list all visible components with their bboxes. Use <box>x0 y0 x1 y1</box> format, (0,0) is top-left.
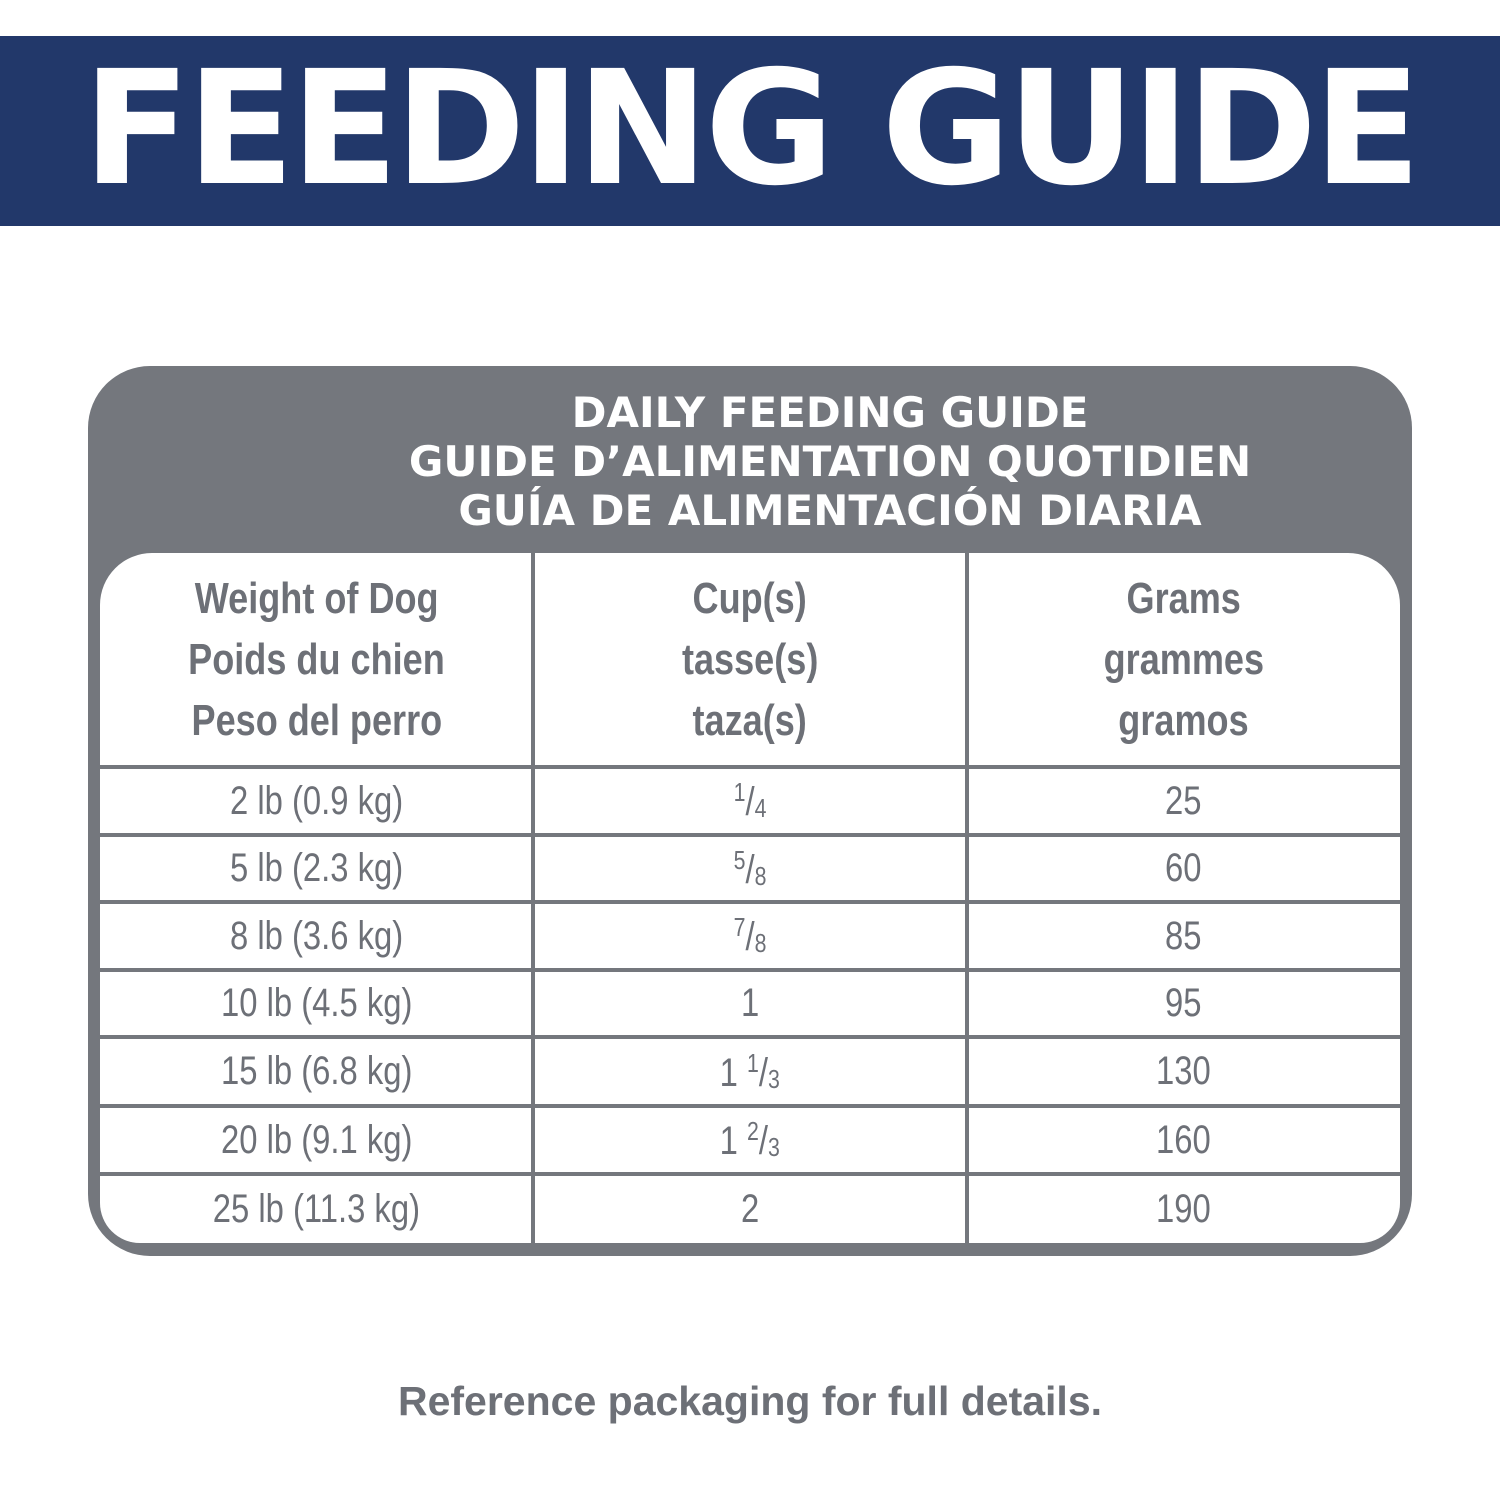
row-divider <box>100 765 1400 769</box>
grams-cell: 25 <box>967 769 1400 833</box>
cups-cell: 1 2/3 <box>719 1116 781 1163</box>
weight-value: 25 lb (11.3 kg) <box>212 1187 421 1231</box>
weight-value: 10 lb (4.5 kg) <box>220 981 413 1025</box>
grams-cell: 60 <box>967 837 1400 900</box>
cups-cell: 1 <box>533 972 967 1035</box>
row-divider <box>100 1172 1400 1176</box>
cups-denominator: 8 <box>754 860 767 891</box>
row-divider <box>100 900 1400 904</box>
cups-numerator: 2 <box>747 1116 760 1146</box>
cups-denominator: 3 <box>768 1132 781 1162</box>
card-title: DAILY FEEDING GUIDE GUIDE D’ALIMENTATION… <box>88 388 1412 535</box>
header-line: Weight of Dog <box>194 573 439 623</box>
card-title-es: GUÍA DE ALIMENTACIÓN DIARIA <box>458 486 1202 535</box>
cups-whole: 2 <box>740 1187 760 1231</box>
cups-cell: 1/4 <box>733 777 767 824</box>
row-divider <box>100 1035 1400 1039</box>
row-divider <box>100 968 1400 972</box>
weight-cell: 5 lb (2.3 kg) <box>100 837 533 900</box>
card-title-en: DAILY FEEDING GUIDE <box>571 388 1089 437</box>
weight-value: 8 lb (3.6 kg) <box>229 913 404 958</box>
weight-cell: 10 lb (4.5 kg) <box>100 972 533 1035</box>
footer-note: Reference packaging for full details. <box>397 1378 1103 1424</box>
grams-cell: 85 <box>967 904 1400 968</box>
row-divider <box>100 1104 1400 1108</box>
grams-cell: 160 <box>967 1108 1400 1172</box>
header-cups: Cup(s) tasse(s) taza(s) <box>533 559 967 759</box>
header-grams: Grams grammes gramos <box>967 559 1400 759</box>
header-weight: Weight of Dog Poids du chien Peso del perr… <box>100 559 533 759</box>
grams-cell: 130 <box>967 1039 1400 1104</box>
grams-value: 95 <box>1165 981 1202 1025</box>
feeding-guide-card: DAILY FEEDING GUIDE GUIDE D’ALIMENTATION… <box>88 366 1412 1256</box>
column-divider <box>965 553 969 1243</box>
weight-cell: 25 lb (11.3 kg) <box>100 1176 533 1243</box>
weight-value: 2 lb (0.9 kg) <box>229 778 404 823</box>
weight-value: 20 lb (9.1 kg) <box>220 1117 413 1162</box>
cups-whole: 1 <box>719 1050 739 1095</box>
cups-numerator: 7 <box>733 912 746 942</box>
header-line: taza(s) <box>692 695 808 745</box>
banner: FEEDING GUIDE <box>0 36 1500 226</box>
grams-value: 130 <box>1156 1049 1211 1093</box>
grams-value: 190 <box>1156 1187 1211 1231</box>
weight-cell: 8 lb (3.6 kg) <box>100 904 533 968</box>
cups-cell: 1 1/3 <box>719 1047 781 1095</box>
header-line: Grams <box>1126 573 1241 623</box>
weight-value: 15 lb (6.8 kg) <box>220 1049 413 1093</box>
cups-cell: 5/8 <box>733 844 767 892</box>
header-line: Cup(s) <box>692 573 808 623</box>
header-line: Poids du chien <box>188 634 445 684</box>
cups-cell: 7/8 <box>733 912 767 959</box>
row-divider <box>100 833 1400 837</box>
banner-title: FEEDING GUIDE <box>82 37 1422 221</box>
cups-numerator: 5 <box>733 844 746 875</box>
cups-numerator: 1 <box>733 777 746 807</box>
grams-cell: 95 <box>967 972 1400 1035</box>
grams-value: 25 <box>1165 778 1202 823</box>
header-line: Peso del perro <box>191 695 442 745</box>
cups-whole: 1 <box>719 1119 739 1163</box>
cups-denominator: 3 <box>768 1063 781 1094</box>
weight-cell: 2 lb (0.9 kg) <box>100 769 533 833</box>
cups-denominator: 8 <box>754 928 767 958</box>
grams-value: 160 <box>1156 1117 1211 1162</box>
cups-whole: 1 <box>740 981 760 1025</box>
column-divider <box>531 553 535 1243</box>
header-line: tasse(s) <box>681 634 819 684</box>
header-line: grammes <box>1103 634 1264 684</box>
cups-denominator: 4 <box>754 793 767 823</box>
cups-numerator: 1 <box>747 1047 760 1078</box>
feeding-table: Weight of Dog Poids du chien Peso del perr… <box>100 553 1400 1243</box>
weight-cell: 15 lb (6.8 kg) <box>100 1039 533 1104</box>
grams-value: 60 <box>1165 846 1202 890</box>
cups-cell: 2 <box>533 1176 967 1243</box>
grams-cell: 190 <box>967 1176 1400 1243</box>
weight-cell: 20 lb (9.1 kg) <box>100 1108 533 1172</box>
header-line: gramos <box>1118 695 1249 745</box>
card-title-fr: GUIDE D’ALIMENTATION QUOTIDIEN <box>408 437 1252 486</box>
grams-value: 85 <box>1165 913 1202 958</box>
weight-value: 5 lb (2.3 kg) <box>229 846 404 890</box>
